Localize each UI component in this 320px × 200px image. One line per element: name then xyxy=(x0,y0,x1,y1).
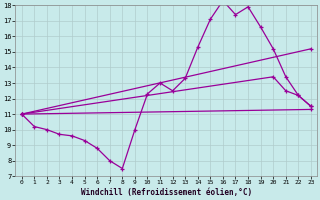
X-axis label: Windchill (Refroidissement éolien,°C): Windchill (Refroidissement éolien,°C) xyxy=(81,188,252,197)
